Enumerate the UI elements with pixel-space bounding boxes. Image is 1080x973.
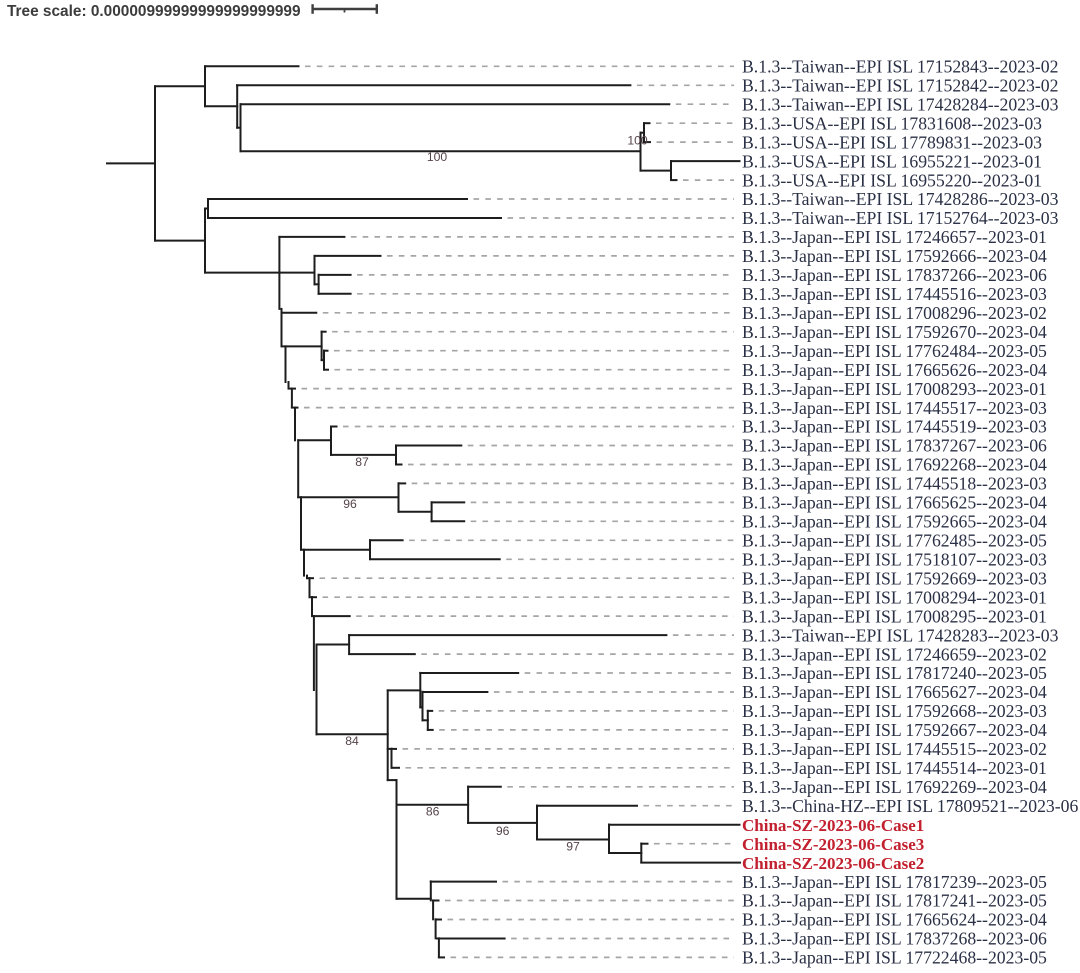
svg-text:B.1.3--Japan--EPI ISL 17692269: B.1.3--Japan--EPI ISL 17692269--2023-04 [742, 777, 1047, 797]
svg-text:B.1.3--China-HZ--EPI ISL 17809: B.1.3--China-HZ--EPI ISL 17809521--2023-… [742, 796, 1078, 816]
svg-text:96: 96 [343, 497, 357, 511]
svg-text:B.1.3--Japan--EPI ISL 17817239: B.1.3--Japan--EPI ISL 17817239--2023-05 [742, 872, 1047, 892]
svg-text:China-SZ-2023-06-Case3: China-SZ-2023-06-Case3 [742, 835, 924, 854]
svg-text:87: 87 [355, 455, 369, 469]
svg-text:B.1.3--USA--EPI ISL 17789831--: B.1.3--USA--EPI ISL 17789831--2023-03 [742, 132, 1042, 152]
svg-text:B.1.3--Japan--EPI ISL 17008294: B.1.3--Japan--EPI ISL 17008294--2023-01 [742, 587, 1047, 607]
svg-text:B.1.3--Japan--EPI ISL 17008293: B.1.3--Japan--EPI ISL 17008293--2023-01 [742, 379, 1047, 399]
svg-text:B.1.3--Taiwan--EPI ISL 1742828: B.1.3--Taiwan--EPI ISL 17428284--2023-03 [742, 94, 1059, 114]
svg-text:B.1.3--Japan--EPI ISL 17592668: B.1.3--Japan--EPI ISL 17592668--2023-03 [742, 701, 1047, 721]
svg-text:B.1.3--USA--EPI ISL 17831608--: B.1.3--USA--EPI ISL 17831608--2023-03 [742, 113, 1042, 133]
svg-text:B.1.3--Japan--EPI ISL 17837266: B.1.3--Japan--EPI ISL 17837266--2023-06 [742, 265, 1047, 285]
svg-text:B.1.3--Japan--EPI ISL 17762484: B.1.3--Japan--EPI ISL 17762484--2023-05 [742, 341, 1047, 361]
svg-text:100: 100 [427, 150, 448, 164]
svg-text:B.1.3--Japan--EPI ISL 17837267: B.1.3--Japan--EPI ISL 17837267--2023-06 [742, 436, 1047, 456]
svg-text:B.1.3--Japan--EPI ISL 17592665: B.1.3--Japan--EPI ISL 17592665--2023-04 [742, 512, 1047, 532]
svg-text:96: 96 [496, 824, 510, 838]
svg-text:B.1.3--Taiwan--EPI ISL 1715284: B.1.3--Taiwan--EPI ISL 17152842--2023-02 [742, 76, 1058, 96]
svg-text:B.1.3--Japan--EPI ISL 17665624: B.1.3--Japan--EPI ISL 17665624--2023-04 [742, 910, 1047, 930]
svg-text:B.1.3--Taiwan--EPI ISL 1742828: B.1.3--Taiwan--EPI ISL 17428286--2023-03 [742, 189, 1059, 209]
svg-text:B.1.3--Japan--EPI ISL 17246659: B.1.3--Japan--EPI ISL 17246659--2023-02 [742, 644, 1047, 664]
svg-text:B.1.3--USA--EPI ISL 16955221--: B.1.3--USA--EPI ISL 16955221--2023-01 [742, 151, 1042, 171]
svg-text:B.1.3--Japan--EPI ISL 17518107: B.1.3--Japan--EPI ISL 17518107--2023-03 [742, 550, 1047, 570]
svg-text:B.1.3--Japan--EPI ISL 17592667: B.1.3--Japan--EPI ISL 17592667--2023-04 [742, 720, 1047, 740]
svg-text:Tree scale: 0.0000099999999999: Tree scale: 0.00000999999999999999999 [7, 3, 301, 20]
svg-text:B.1.3--Japan--EPI ISL 17445519: B.1.3--Japan--EPI ISL 17445519--2023-03 [742, 417, 1047, 437]
svg-text:B.1.3--Japan--EPI ISL 17817240: B.1.3--Japan--EPI ISL 17817240--2023-05 [742, 663, 1047, 683]
svg-text:B.1.3--Japan--EPI ISL 17008295: B.1.3--Japan--EPI ISL 17008295--2023-01 [742, 606, 1047, 626]
svg-text:B.1.3--Japan--EPI ISL 17837268: B.1.3--Japan--EPI ISL 17837268--2023-06 [742, 929, 1047, 949]
svg-text:B.1.3--Japan--EPI ISL 17008296: B.1.3--Japan--EPI ISL 17008296--2023-02 [742, 303, 1047, 323]
svg-text:100: 100 [627, 134, 648, 148]
svg-text:B.1.3--Japan--EPI ISL 17445518: B.1.3--Japan--EPI ISL 17445518--2023-03 [742, 474, 1047, 494]
svg-text:97: 97 [566, 840, 580, 854]
svg-text:B.1.3--Taiwan--EPI ISL 1715276: B.1.3--Taiwan--EPI ISL 17152764--2023-03 [742, 208, 1059, 228]
svg-text:B.1.3--Japan--EPI ISL 17665626: B.1.3--Japan--EPI ISL 17665626--2023-04 [742, 360, 1047, 380]
svg-text:B.1.3--Japan--EPI ISL 17592670: B.1.3--Japan--EPI ISL 17592670--2023-04 [742, 322, 1047, 342]
svg-text:B.1.3--Japan--EPI ISL 17665625: B.1.3--Japan--EPI ISL 17665625--2023-04 [742, 493, 1047, 513]
svg-text:B.1.3--Japan--EPI ISL 17445517: B.1.3--Japan--EPI ISL 17445517--2023-03 [742, 398, 1047, 418]
svg-text:B.1.3--Japan--EPI ISL 17722468: B.1.3--Japan--EPI ISL 17722468--2023-05 [742, 948, 1047, 968]
svg-text:China-SZ-2023-06-Case1: China-SZ-2023-06-Case1 [742, 816, 924, 835]
svg-text:B.1.3--Japan--EPI ISL 17445515: B.1.3--Japan--EPI ISL 17445515--2023-02 [742, 739, 1047, 759]
svg-text:B.1.3--Japan--EPI ISL 17445514: B.1.3--Japan--EPI ISL 17445514--2023-01 [742, 758, 1047, 778]
svg-text:B.1.3--Japan--EPI ISL 17665627: B.1.3--Japan--EPI ISL 17665627--2023-04 [742, 682, 1047, 702]
svg-text:B.1.3--Japan--EPI ISL 17445516: B.1.3--Japan--EPI ISL 17445516--2023-03 [742, 284, 1047, 304]
svg-text:China-SZ-2023-06-Case2: China-SZ-2023-06-Case2 [742, 854, 924, 873]
svg-text:B.1.3--USA--EPI ISL 16955220--: B.1.3--USA--EPI ISL 16955220--2023-01 [742, 170, 1042, 190]
svg-text:B.1.3--Japan--EPI ISL 17692268: B.1.3--Japan--EPI ISL 17692268--2023-04 [742, 455, 1047, 475]
svg-text:B.1.3--Japan--EPI ISL 17246657: B.1.3--Japan--EPI ISL 17246657--2023-01 [742, 227, 1047, 247]
svg-text:B.1.3--Japan--EPI ISL 17817241: B.1.3--Japan--EPI ISL 17817241--2023-05 [742, 891, 1047, 911]
svg-text:84: 84 [345, 734, 359, 748]
svg-text:B.1.3--Japan--EPI ISL 17592666: B.1.3--Japan--EPI ISL 17592666--2023-04 [742, 246, 1047, 266]
svg-text:B.1.3--Taiwan--EPI ISL 1742828: B.1.3--Taiwan--EPI ISL 17428283--2023-03 [742, 625, 1059, 645]
svg-text:86: 86 [426, 805, 440, 819]
svg-text:B.1.3--Japan--EPI ISL 17762485: B.1.3--Japan--EPI ISL 17762485--2023-05 [742, 531, 1047, 551]
svg-text:B.1.3--Taiwan--EPI ISL 1715284: B.1.3--Taiwan--EPI ISL 17152843--2023-02 [742, 57, 1058, 77]
svg-text:B.1.3--Japan--EPI ISL 17592669: B.1.3--Japan--EPI ISL 17592669--2023-03 [742, 568, 1047, 588]
